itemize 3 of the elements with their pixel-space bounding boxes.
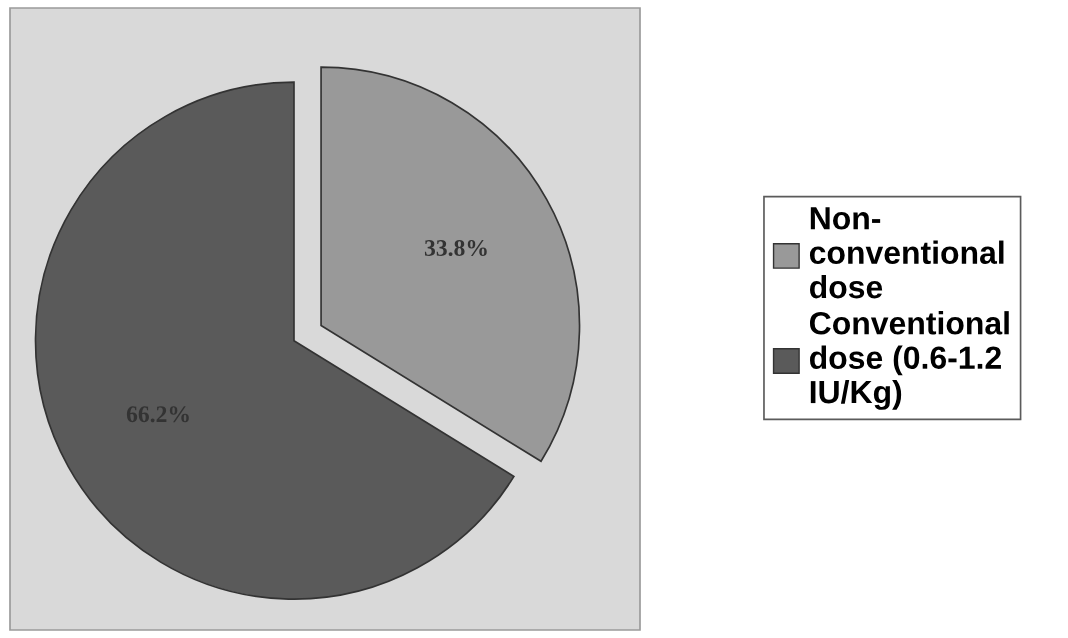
legend-label: Conventional dose (0.6-1.2 IU/Kg) — [810, 311, 1009, 410]
data-label: 33.8% — [424, 239, 487, 257]
legend-label: Non- conventional dose — [809, 207, 1004, 299]
